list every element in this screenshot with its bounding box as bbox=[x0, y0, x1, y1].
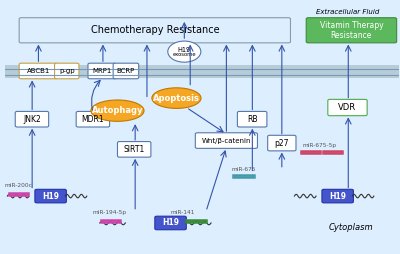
Text: miR-200c: miR-200c bbox=[4, 183, 32, 188]
Text: RB: RB bbox=[247, 115, 257, 124]
FancyBboxPatch shape bbox=[35, 189, 66, 203]
Text: miR-141: miR-141 bbox=[171, 210, 195, 215]
Text: MRP1: MRP1 bbox=[92, 68, 112, 74]
Text: ABCB1: ABCB1 bbox=[27, 68, 50, 74]
Text: H19: H19 bbox=[178, 47, 191, 53]
FancyBboxPatch shape bbox=[268, 135, 296, 151]
Text: H19: H19 bbox=[329, 192, 346, 201]
FancyBboxPatch shape bbox=[306, 18, 397, 43]
FancyBboxPatch shape bbox=[195, 133, 258, 148]
FancyBboxPatch shape bbox=[54, 63, 79, 79]
Text: Apoptosis: Apoptosis bbox=[153, 94, 200, 103]
Text: Extracellular Fluid: Extracellular Fluid bbox=[316, 9, 380, 15]
Text: miR-194-5p: miR-194-5p bbox=[92, 210, 127, 215]
Text: MDR1: MDR1 bbox=[82, 115, 104, 124]
Circle shape bbox=[168, 41, 201, 62]
Ellipse shape bbox=[91, 100, 144, 121]
FancyBboxPatch shape bbox=[15, 112, 49, 127]
FancyBboxPatch shape bbox=[237, 112, 267, 127]
Text: BCRP: BCRP bbox=[117, 68, 135, 74]
Text: JNK2: JNK2 bbox=[23, 115, 41, 124]
Text: p27: p27 bbox=[274, 139, 289, 148]
Text: Autophagy: Autophagy bbox=[92, 106, 143, 115]
FancyBboxPatch shape bbox=[76, 112, 110, 127]
FancyBboxPatch shape bbox=[113, 63, 139, 79]
Text: VDR: VDR bbox=[338, 103, 356, 112]
Text: miR-675: miR-675 bbox=[231, 167, 256, 172]
FancyBboxPatch shape bbox=[19, 63, 58, 79]
Text: Vitamin Therapy
Resistance: Vitamin Therapy Resistance bbox=[320, 21, 383, 40]
Text: exosome: exosome bbox=[172, 52, 196, 57]
Text: p-gp: p-gp bbox=[59, 68, 74, 74]
Text: Chemotherapy Resistance: Chemotherapy Resistance bbox=[90, 25, 219, 35]
FancyBboxPatch shape bbox=[19, 18, 290, 43]
Text: Wnt/β-catenin: Wnt/β-catenin bbox=[202, 138, 251, 144]
FancyBboxPatch shape bbox=[322, 189, 353, 203]
FancyBboxPatch shape bbox=[155, 216, 186, 230]
Ellipse shape bbox=[152, 88, 201, 108]
FancyBboxPatch shape bbox=[118, 141, 151, 157]
Text: miR-675-5p: miR-675-5p bbox=[303, 143, 337, 148]
FancyBboxPatch shape bbox=[88, 63, 116, 79]
Text: SIRT1: SIRT1 bbox=[124, 145, 145, 154]
FancyBboxPatch shape bbox=[328, 99, 367, 116]
Text: H19: H19 bbox=[162, 218, 179, 228]
Text: Cytoplasm: Cytoplasm bbox=[329, 223, 374, 232]
FancyBboxPatch shape bbox=[6, 66, 399, 78]
Text: H19: H19 bbox=[42, 192, 59, 201]
